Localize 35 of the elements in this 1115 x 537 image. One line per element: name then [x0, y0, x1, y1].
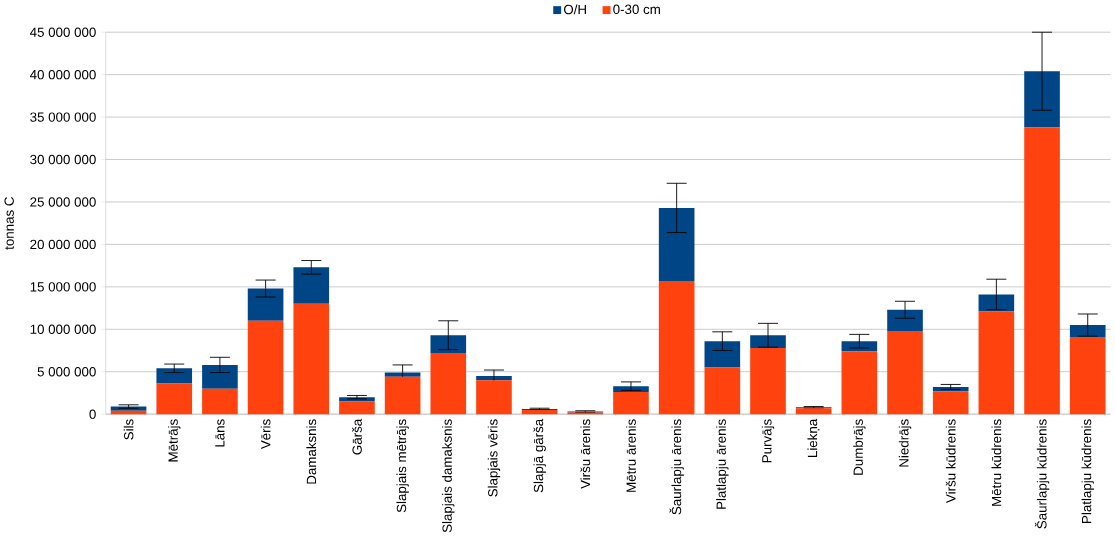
y-tick-label: 35 000 000 [30, 112, 96, 122]
x-tick-label: Mētrājs [168, 419, 181, 462]
x-tick-label: Slapjais damaksnis [442, 419, 455, 533]
x-tick-label: Purvājs [761, 419, 775, 463]
y-tick-label: 10 000 000 [30, 324, 96, 334]
y-tick-label: 0 [89, 409, 96, 419]
x-tick-label: Slapjais mētrājs [396, 419, 409, 513]
x-tick-label: Viršu ārenis [580, 419, 591, 489]
x-tick-label: Sils [123, 419, 134, 440]
legend-label: O/H [563, 4, 586, 15]
x-tick-label: Mētru kūdrenis [991, 419, 1002, 506]
y-tick-label: 15 000 000 [30, 281, 96, 292]
x-tick-label: Šaurlapju ārenis [669, 419, 684, 515]
y-tick-label: 20 000 000 [30, 239, 96, 249]
y-axis-title: tonnas C [4, 196, 14, 250]
x-tick-label: Slapjais vēris [487, 419, 501, 497]
x-tick-label: Damaksnis [306, 419, 317, 484]
x-tick-label: Gārša [352, 418, 362, 455]
y-tick-label: 45 000 000 [29, 27, 96, 37]
x-tick-label: Platlapju kūdrenis [1081, 419, 1094, 523]
x-tick-label: Šaurlapju kūdrenis [1034, 419, 1050, 529]
x-tick-label: Niedrājs [898, 419, 912, 467]
y-tick-label: 25 000 000 [30, 197, 96, 207]
x-tick-label: Slapjā gārša [533, 418, 546, 493]
x-tick-label: Mētru ārenis [626, 419, 636, 492]
legend-label: 0-30 cm [613, 4, 660, 14]
x-tick-label: Vēris [260, 419, 271, 449]
x-tick-label: Platlapju ārenis [716, 419, 729, 509]
x-tick-label: Liekņa [807, 418, 820, 457]
x-tick-label: Dumbrājs [853, 419, 866, 475]
x-tick-label: Viršu kūdrenis [945, 419, 956, 503]
y-tick-label: 40 000 000 [29, 69, 96, 80]
y-tick-label: 5 000 000 [37, 366, 96, 377]
y-tick-label: 30 000 000 [30, 154, 96, 165]
x-tick-label: Lāns [215, 419, 225, 447]
